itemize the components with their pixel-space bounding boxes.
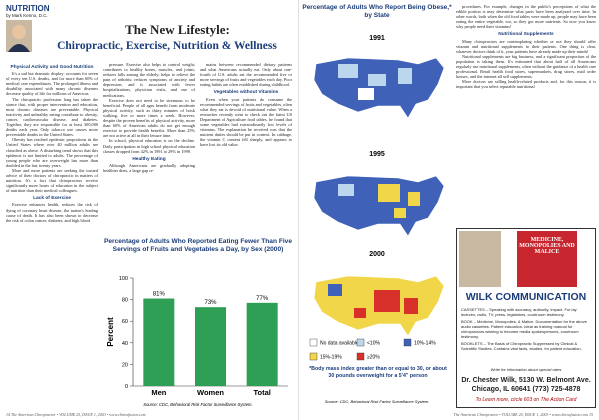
heading: Lack of Exercise xyxy=(33,196,71,202)
heading: Vegetables without Vitamins xyxy=(213,90,279,96)
brand: WILK COMMUNICATION xyxy=(465,291,587,303)
paragraph: Exercise enhances health, reduces the ri… xyxy=(6,202,98,223)
legend-label: 10%-14% xyxy=(414,341,436,347)
footer: The American Chiropractor • VOLUME 25, I… xyxy=(453,412,593,417)
section: NUTRITION xyxy=(6,4,50,13)
column: procedures. For example, changes in the … xyxy=(456,4,596,226)
heading: Nutritional Supplements xyxy=(498,32,554,38)
address: Dr. Chester Wilk, 5130 W. Belmont Ave. xyxy=(461,377,591,384)
map-year: 1991 xyxy=(369,35,385,42)
footnote: *Body mass index greater than or equal t… xyxy=(309,366,447,379)
paragraph: Exercise does not need to be strenuous t… xyxy=(103,97,195,139)
paragraph: Nutritional supplements are big business… xyxy=(456,53,596,80)
map-1991 xyxy=(313,57,445,119)
title: The New Lifestyle: xyxy=(125,22,230,37)
legend-swatch xyxy=(309,352,318,361)
x-tick-label: Women xyxy=(197,388,224,397)
map-title: Percentage of Adults Who Report Being Ob… xyxy=(302,4,452,19)
y-tick-label: 20 xyxy=(122,362,128,368)
map-figure: Percentage of Adults Who Report Being Ob… xyxy=(302,4,452,404)
paragraph: Although Americans are gradually adoptin… xyxy=(103,162,195,173)
ad-note: Write for information about special rate… xyxy=(490,367,562,372)
paragraph: More doctors are selling health-related … xyxy=(456,79,596,90)
portrait xyxy=(459,231,501,287)
paragraph: Many chiropractors are contemplating whe… xyxy=(456,38,596,54)
chart-title: Percentage of Adults Who Reported Eating… xyxy=(103,238,293,253)
legend-swatch xyxy=(356,352,365,361)
map-2000 xyxy=(313,275,445,337)
value-label: 77% xyxy=(256,296,269,302)
paragraph: Obesity has reached epidemic proportions… xyxy=(6,137,98,168)
right-page: Percentage of Adults Who Report Being Ob… xyxy=(300,0,599,420)
bar xyxy=(195,307,226,386)
column: Physical Activity and Good Nutrition It's… xyxy=(6,62,98,407)
y-tick-label: 60 xyxy=(122,319,128,325)
bar xyxy=(246,302,278,386)
y-axis-label: Percent xyxy=(106,317,115,347)
y-tick-label: 80 xyxy=(122,298,128,304)
legend-label: ≥20% xyxy=(367,355,380,361)
chart-title-box: Percentage of Adults Who Reported Eating… xyxy=(103,238,293,253)
paragraph: The chiropractic profession long has tak… xyxy=(6,96,98,138)
column: mains between recommended dietary patter… xyxy=(200,62,292,237)
paragraph: It's a sad but dramatic display: account… xyxy=(6,71,98,97)
map-1995 xyxy=(313,175,445,237)
legend-swatch xyxy=(403,338,412,347)
ad-item: CASSETTES – Speaking with accuracy, auth… xyxy=(461,307,577,317)
source: Source: CDC, Behavioral Risk Factor Surv… xyxy=(143,402,252,407)
book-cover: MEDICINE, MONOPOLIES AND MALICE xyxy=(517,231,577,287)
paragraph: procedures. For example, changes in the … xyxy=(456,4,596,30)
map-year: 1995 xyxy=(369,151,385,158)
value-label: 73% xyxy=(204,300,217,306)
author-photo xyxy=(6,20,32,52)
ad-item: BOOKLETS – The Basis of Chiropractic Sup… xyxy=(461,341,582,351)
column: pressure. Exercise also helps to control… xyxy=(103,62,195,237)
bar xyxy=(143,298,175,386)
footnote-box: *Body mass index greater than or equal t… xyxy=(309,366,447,379)
ad-item: BOOK – Medicine, Monopolies, & Malice. D… xyxy=(461,319,587,339)
legend-label: No data available xyxy=(320,341,359,347)
footer: 14 The American Chiropractor • VOLUME 25… xyxy=(6,412,146,417)
advertisement: MEDICINE, MONOPOLIES AND MALICE WILK COM… xyxy=(456,228,596,408)
x-tick-label: Total xyxy=(253,388,270,397)
legend-label: <10% xyxy=(367,341,380,347)
left-page: NUTRITION by Mark Kenno, D.C. The New Li… xyxy=(0,0,299,420)
value-label: 81% xyxy=(153,292,166,298)
ad-items: CASSETTES – Speaking with accuracy, auth… xyxy=(461,307,591,353)
y-tick-label: 0 xyxy=(125,384,128,390)
map-year: 2000 xyxy=(369,251,385,258)
paragraph: Even when your patients do consume the r… xyxy=(200,96,292,148)
subtitle: Chiropractic, Exercise, Nutrition & Well… xyxy=(57,40,277,52)
y-tick-label: 40 xyxy=(122,341,128,347)
heading: Healthy Eating xyxy=(132,156,166,162)
bar-chart: Percentage of Adults Who Reported Eating… xyxy=(103,238,293,407)
map-title-box: Percentage of Adults Who Report Being Ob… xyxy=(302,4,452,19)
x-tick-label: Men xyxy=(151,388,166,397)
paragraph: mains between recommended dietary patter… xyxy=(200,62,292,88)
legend-label: 15%-19% xyxy=(320,355,342,361)
paragraph: More and more patients are seeking the t… xyxy=(6,167,98,194)
byline: by Mark Kenno, D.C. xyxy=(6,13,48,18)
legend-swatch xyxy=(309,338,318,347)
heading: Physical Activity and Good Nutrition xyxy=(10,65,94,70)
legend-swatch xyxy=(356,338,365,347)
address: Chicago, IL 60641 (773) 725-4878 xyxy=(471,386,581,393)
paragraph: pressure. Exercise also helps to control… xyxy=(103,62,195,98)
source: Source: CDC, Behavioral Risk Factor Surv… xyxy=(325,399,429,404)
paragraph: In school, physical education is on the … xyxy=(103,138,195,154)
y-tick-label: 100 xyxy=(119,276,128,282)
action: To Learn more, circle 603 on The Action … xyxy=(475,397,577,403)
